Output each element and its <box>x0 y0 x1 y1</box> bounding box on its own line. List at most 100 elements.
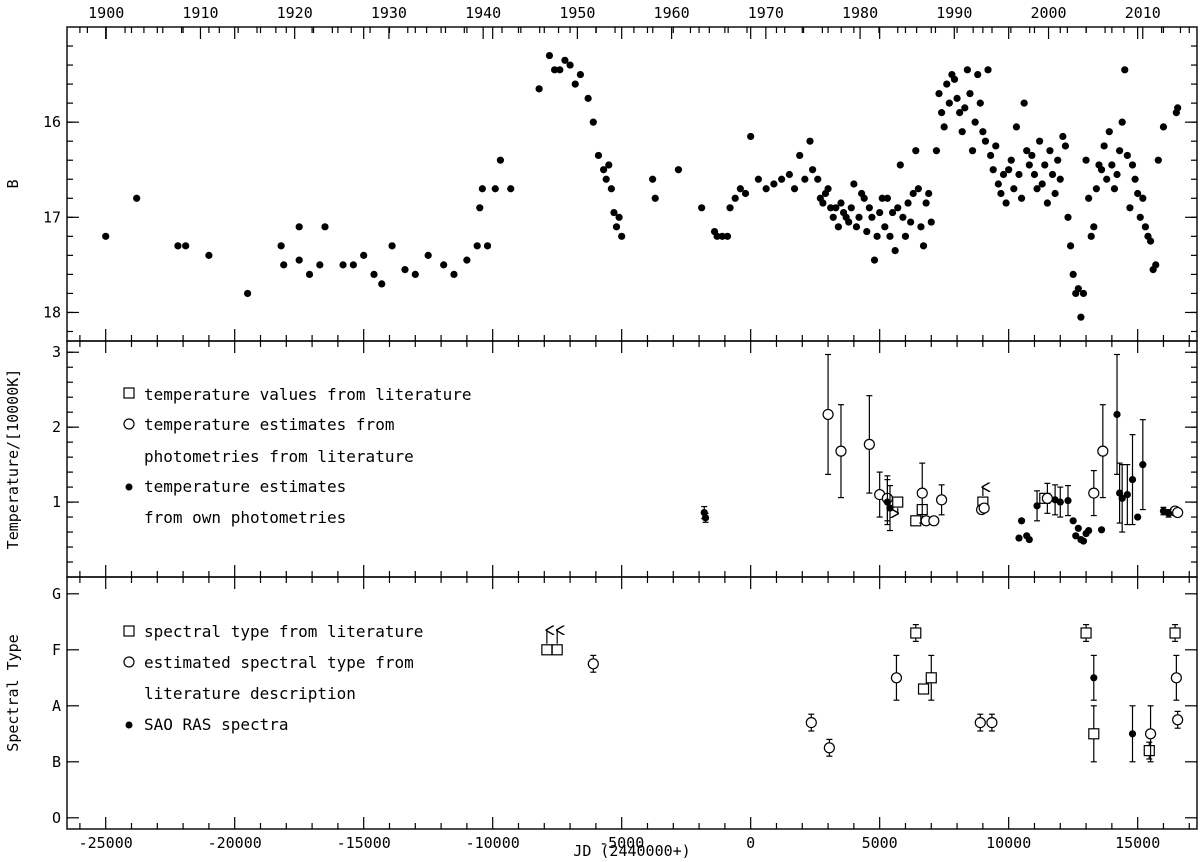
data-point <box>925 672 937 684</box>
data-point <box>378 280 386 288</box>
data-point <box>916 487 928 499</box>
data-point <box>940 123 948 131</box>
data-point <box>1085 526 1093 535</box>
data-point <box>1170 672 1182 684</box>
data-point <box>747 132 755 141</box>
data-point <box>827 204 835 212</box>
panel-spectral-frame <box>66 576 1198 830</box>
data-point <box>1002 199 1010 207</box>
data-point <box>1038 180 1046 188</box>
data-point <box>1087 232 1095 240</box>
data-point <box>370 270 378 278</box>
y-tick-label: A <box>52 697 61 715</box>
panel-b-ylabel: B <box>4 179 22 188</box>
data-point <box>997 189 1005 198</box>
y-tick-label: 1 <box>52 493 61 511</box>
data-point <box>873 232 881 240</box>
data-point <box>1116 147 1124 155</box>
data-point <box>890 672 903 684</box>
year-tick-label: 2010 <box>1125 4 1161 22</box>
spectral-legend: spectral type from literature estimated … <box>123 622 423 734</box>
data-point <box>1051 189 1059 198</box>
data-point <box>953 94 961 102</box>
y-tick-label: 18 <box>43 303 61 321</box>
data-point <box>935 90 943 98</box>
data-point <box>1165 509 1173 517</box>
data-point <box>1082 156 1090 164</box>
data-point <box>360 251 368 259</box>
data-point <box>992 142 1000 150</box>
data-point <box>674 166 683 174</box>
data-point <box>305 270 314 278</box>
data-point <box>1144 728 1157 740</box>
temperature-legend: temperature values from literature tempe… <box>123 385 472 527</box>
data-point <box>566 61 574 69</box>
data-point <box>835 445 847 457</box>
data-point <box>1080 627 1092 639</box>
y-tick-label: 3 <box>52 343 61 361</box>
legend-label: photometries from literature <box>144 447 414 466</box>
data-point <box>610 208 618 217</box>
data-point <box>295 223 303 231</box>
data-point <box>1033 502 1041 510</box>
legend-label: estimated spectral type from <box>144 653 414 672</box>
data-point <box>463 256 471 264</box>
data-point <box>1059 132 1067 141</box>
data-point <box>819 199 827 207</box>
legend-open-square-icon <box>123 387 135 399</box>
data-point <box>1028 151 1036 160</box>
data-point <box>943 80 951 88</box>
data-point <box>971 118 979 126</box>
data-point <box>321 223 329 231</box>
data-point <box>1088 487 1100 499</box>
data-point <box>762 185 770 193</box>
y-axis-ticks: 16 17 18 1 2 3 O B A F G <box>43 45 1197 827</box>
data-point <box>1064 496 1072 505</box>
data-point <box>1010 185 1018 193</box>
data-point <box>1074 285 1082 293</box>
data-point <box>541 644 553 656</box>
data-point <box>928 515 940 527</box>
data-point <box>974 70 982 79</box>
year-tick-label: 1990 <box>936 4 972 22</box>
data-point <box>914 185 922 193</box>
data-point <box>976 99 984 107</box>
data-point <box>1097 445 1109 457</box>
data-point <box>1041 161 1049 169</box>
data-point <box>576 70 585 79</box>
data-point <box>584 94 592 102</box>
x-tick-label: 15000 <box>1115 834 1160 852</box>
data-point <box>1074 524 1082 532</box>
x-tick-label: -20000 <box>208 834 262 852</box>
data-point <box>850 180 858 188</box>
panel-b-frame <box>66 26 1198 342</box>
data-point <box>1143 744 1155 757</box>
data-point <box>388 242 396 250</box>
data-point <box>883 194 892 202</box>
legend-label: spectral type from literature <box>144 622 423 641</box>
data-point <box>961 104 969 112</box>
data-point <box>600 166 608 174</box>
x-tick-label: -15000 <box>337 834 391 852</box>
data-point <box>845 218 853 226</box>
data-point <box>450 270 458 278</box>
data-point <box>927 218 935 226</box>
data-point <box>891 247 899 255</box>
data-point <box>909 189 917 198</box>
data-point <box>1048 170 1057 179</box>
x-tick-label: 0 <box>746 834 755 852</box>
year-axis-ticks: 1900 1910 1920 1930 1940 1950 1960 1970 1980 1990… <box>86 4 1182 39</box>
data-point <box>863 438 875 450</box>
data-point <box>587 658 599 670</box>
data-point <box>1123 151 1131 160</box>
x-tick-label: 5000 <box>862 834 898 852</box>
year-tick-label: 1960 <box>654 4 690 22</box>
data-point <box>1172 506 1184 519</box>
legend-label: temperature estimates from <box>144 415 394 434</box>
data-point <box>1097 526 1106 534</box>
x-tick-label: -10000 <box>466 834 520 852</box>
data-point <box>981 137 990 145</box>
data-point <box>1046 147 1054 155</box>
data-point <box>963 66 971 74</box>
